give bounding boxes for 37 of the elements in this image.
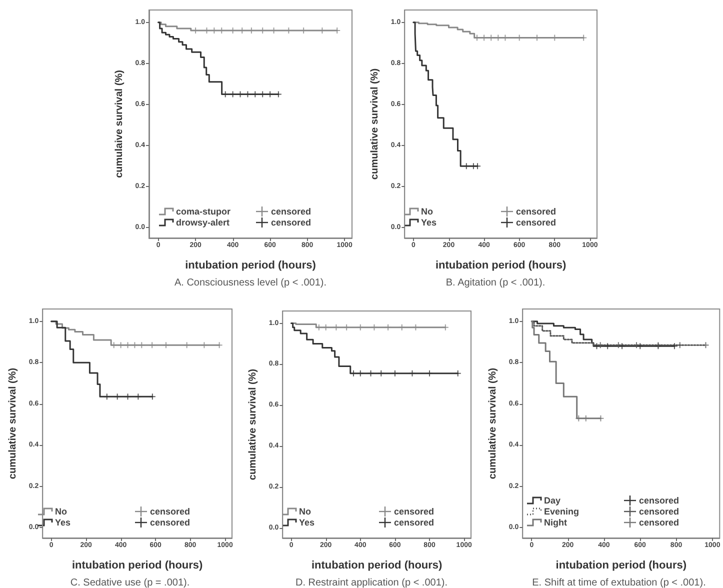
text: C. Sedative use (p = .001). xyxy=(70,578,190,588)
x-axis-title: intubation period (hours) xyxy=(185,260,316,272)
legend-label: censored xyxy=(271,218,312,228)
x-axis-title: intubation period (hours) xyxy=(72,560,204,572)
legend-label: censored xyxy=(639,506,680,516)
legend-label: censored xyxy=(394,518,434,528)
text: B. Agitation (p < .001). xyxy=(446,278,546,288)
legend-label: censored xyxy=(394,506,434,516)
y-axis-title: cumulative survival (%) xyxy=(248,368,258,480)
text: D. Restraint application (p < .001). xyxy=(295,578,448,588)
legend-label: No xyxy=(421,206,434,216)
y-axis-title: cumulaive survival (%) xyxy=(114,70,125,178)
text: E. Shift at time of extubation (p < .001). xyxy=(532,578,706,588)
legend-label: coma-stupor xyxy=(176,206,232,216)
x-axis-title: intubation period (hours) xyxy=(556,560,687,572)
legend-label: No xyxy=(299,506,312,516)
legend-label: No xyxy=(55,506,68,516)
y-axis-title: cumulative survival (%) xyxy=(488,368,498,480)
legend-label: drowsy-alert xyxy=(176,218,230,228)
x-axis-title: intubation period (hours) xyxy=(435,260,567,272)
legend-label: Yes xyxy=(421,218,437,228)
text: A. Consciousness level (p < .001). xyxy=(174,278,327,288)
legend-label: censored xyxy=(150,518,190,528)
x-axis-title: intubation period (hours) xyxy=(311,560,443,572)
legend-label: censored xyxy=(516,218,556,228)
legend-label: censored xyxy=(150,506,190,516)
legend-label: censored xyxy=(639,518,680,528)
legend-label: censored xyxy=(639,496,680,506)
legend-label: Evening xyxy=(544,506,580,516)
legend-label: Yes xyxy=(55,518,71,528)
legend-label: Night xyxy=(544,518,567,528)
legend-label: Yes xyxy=(299,518,315,528)
y-axis-title: cumulative survival (%) xyxy=(8,368,18,480)
legend-label: censored xyxy=(516,206,556,216)
legend-label: Day xyxy=(544,496,561,506)
legend-label: censored xyxy=(271,206,312,216)
y-axis-title: cumulative survival (%) xyxy=(370,68,380,180)
